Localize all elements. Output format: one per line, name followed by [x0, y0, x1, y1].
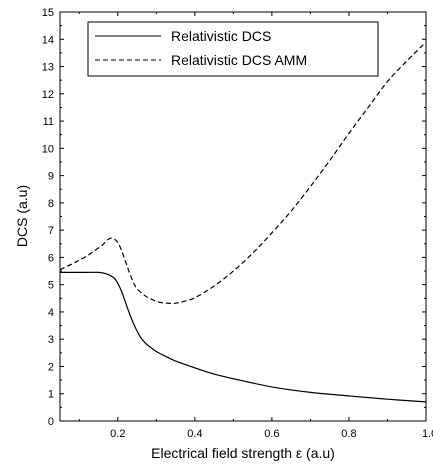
- series-lines: [59, 41, 427, 403]
- y-tick-label: 5: [48, 280, 54, 292]
- legend-label-relativistic-dcs: Relativistic DCS: [171, 28, 271, 44]
- y-tick-label: 10: [42, 143, 54, 155]
- y-tick-label: 1: [48, 389, 54, 401]
- y-tick-label: 11: [43, 116, 54, 128]
- legend-box: [87, 21, 379, 77]
- y-tick-label: 0: [48, 416, 54, 428]
- y-tick-label: 9: [48, 171, 54, 183]
- y-tick-label: 3: [48, 334, 54, 346]
- y-axis-title: DCS (a.u): [14, 185, 30, 247]
- series-line-relativistic-dcs-amm: [59, 41, 427, 304]
- y-tick-label: 8: [48, 198, 54, 210]
- y-tick-label: 4: [48, 307, 54, 319]
- y-tick-label: 15: [42, 7, 54, 19]
- y-tick-label: 13: [42, 62, 54, 74]
- legend-label-relativistic-dcs-amm: Relativistic DCS AMM: [171, 52, 307, 68]
- x-tick-label: 0.2: [110, 428, 125, 440]
- legend: Relativistic DCS Relativistic DCS AMM: [87, 21, 379, 77]
- y-tick-label: 6: [48, 252, 54, 264]
- y-tick-label: 14: [42, 34, 54, 46]
- x-tick-label: 0.4: [187, 428, 202, 440]
- x-axis-title: Electrical field strength ε (a.u): [151, 445, 335, 461]
- x-tick-label: 0.6: [264, 428, 279, 440]
- x-tick-label: 1.0: [422, 428, 433, 440]
- series-line-relativistic-dcs: [59, 271, 427, 403]
- x-tick-label: 0.8: [341, 428, 356, 440]
- y-tick-label: 7: [48, 225, 54, 237]
- y-tick-label: 12: [42, 89, 54, 101]
- y-tick-label: 2: [48, 361, 54, 373]
